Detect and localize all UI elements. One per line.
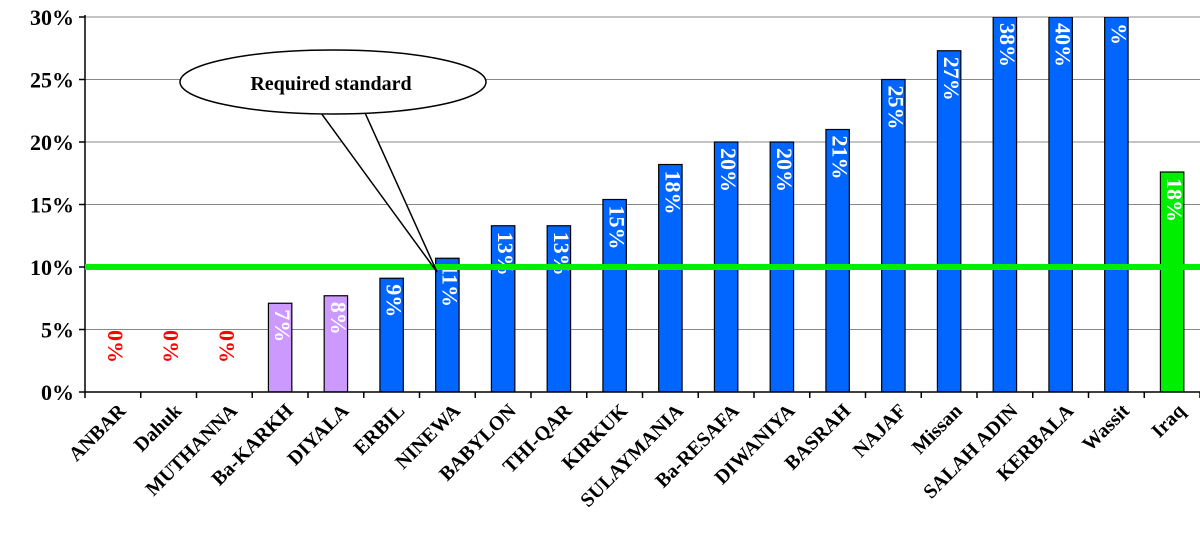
y-tick-label: 10%	[30, 255, 74, 280]
data-label: 40%	[1051, 23, 1076, 67]
axes	[84, 15, 1200, 398]
bar	[1048, 17, 1073, 392]
data-label: 38%	[995, 23, 1020, 67]
data-label: 0%	[103, 330, 128, 363]
y-tick-label: 30%	[30, 5, 74, 30]
y-tick-labels: 0% 5% 10% 15% 20% 25% 30%	[30, 5, 74, 405]
category-label: Iraq	[1147, 400, 1189, 442]
bar	[936, 50, 962, 392]
data-label: 21%	[828, 136, 853, 180]
data-label: 8%	[326, 302, 351, 335]
data-label: 25%	[883, 86, 908, 130]
data-label: 9%	[382, 284, 407, 317]
data-label: 7%	[270, 309, 295, 342]
data-label: 27%	[939, 57, 964, 101]
bar	[323, 295, 349, 392]
data-label: 18%	[1162, 178, 1187, 222]
data-label: 0%	[159, 330, 184, 363]
bar	[658, 163, 683, 392]
data-label: 20%	[716, 148, 741, 192]
bar	[267, 302, 293, 392]
annotation-callout: Required standard	[179, 49, 487, 273]
category-label: ANBAR	[65, 400, 131, 466]
category-label: NAJAF	[849, 400, 911, 462]
category-labels: ANBAR DahukMUTHANNABa-KARKHDIYALAERBILNIN…	[65, 399, 1190, 511]
bar	[602, 198, 627, 392]
data-label: 20%	[772, 148, 797, 192]
bar	[881, 78, 906, 392]
data-label: 15%	[605, 206, 630, 250]
y-tick-label: 25%	[30, 68, 74, 93]
annotation-text: Required standard	[250, 73, 411, 95]
callout-bubble	[179, 49, 487, 115]
bars	[267, 17, 1185, 392]
y-tick-label: 20%	[30, 130, 74, 155]
y-tick-label: 0%	[41, 380, 74, 405]
bar	[992, 17, 1018, 392]
data-label: 18%	[660, 171, 685, 215]
category-label: Wassit	[1078, 400, 1134, 456]
bar	[1104, 17, 1129, 392]
data-label: 0%	[214, 330, 239, 363]
y-tick-label: 15%	[30, 193, 74, 218]
data-label: %	[1106, 23, 1131, 45]
callout-pointer	[311, 101, 438, 273]
bar	[1159, 171, 1185, 392]
bar	[379, 277, 404, 392]
data-label: 11%	[437, 264, 462, 307]
bar	[825, 128, 850, 392]
y-tick-label: 5%	[41, 318, 74, 343]
bar	[435, 257, 460, 392]
category-label: DIYALA	[283, 400, 353, 470]
